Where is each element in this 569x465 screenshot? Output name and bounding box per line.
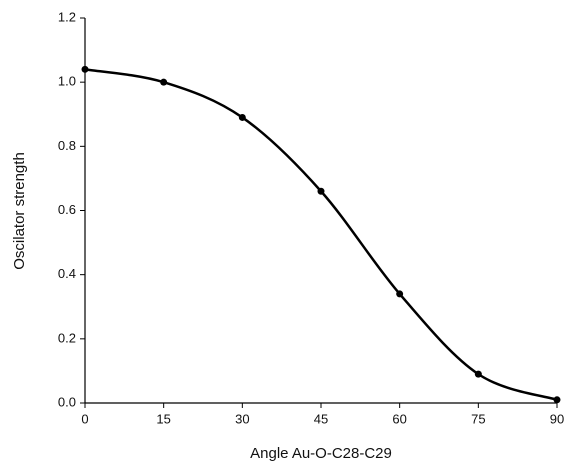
x-tick-label: 30 (235, 411, 249, 426)
y-tick-label: 0.0 (58, 394, 76, 409)
marker (317, 187, 325, 195)
x-tick-label: 45 (314, 411, 328, 426)
y-tick-label: 0.6 (58, 202, 76, 217)
y-tick-label: 0.2 (58, 330, 76, 345)
marker (474, 370, 482, 378)
y-tick-label: 1.0 (58, 74, 76, 89)
marker (81, 65, 89, 73)
marker (396, 290, 404, 298)
y-tick-label: 0.8 (58, 138, 76, 153)
marker (160, 78, 168, 86)
y-tick-label: 1.2 (58, 9, 76, 24)
line (84, 68, 558, 401)
x-tick-label: 15 (156, 411, 170, 426)
y-tick-label: 0.4 (58, 266, 76, 281)
marker (553, 396, 561, 404)
x-tick-label: 0 (81, 411, 88, 426)
y-axis-title: Oscilator strength (11, 152, 28, 270)
x-tick-label: 75 (471, 411, 485, 426)
marker (238, 113, 246, 121)
x-axis-title: Angle Au-O-C28-C29 (250, 445, 392, 462)
x-tick-label: 90 (550, 411, 564, 426)
x-tick-label: 60 (392, 411, 406, 426)
